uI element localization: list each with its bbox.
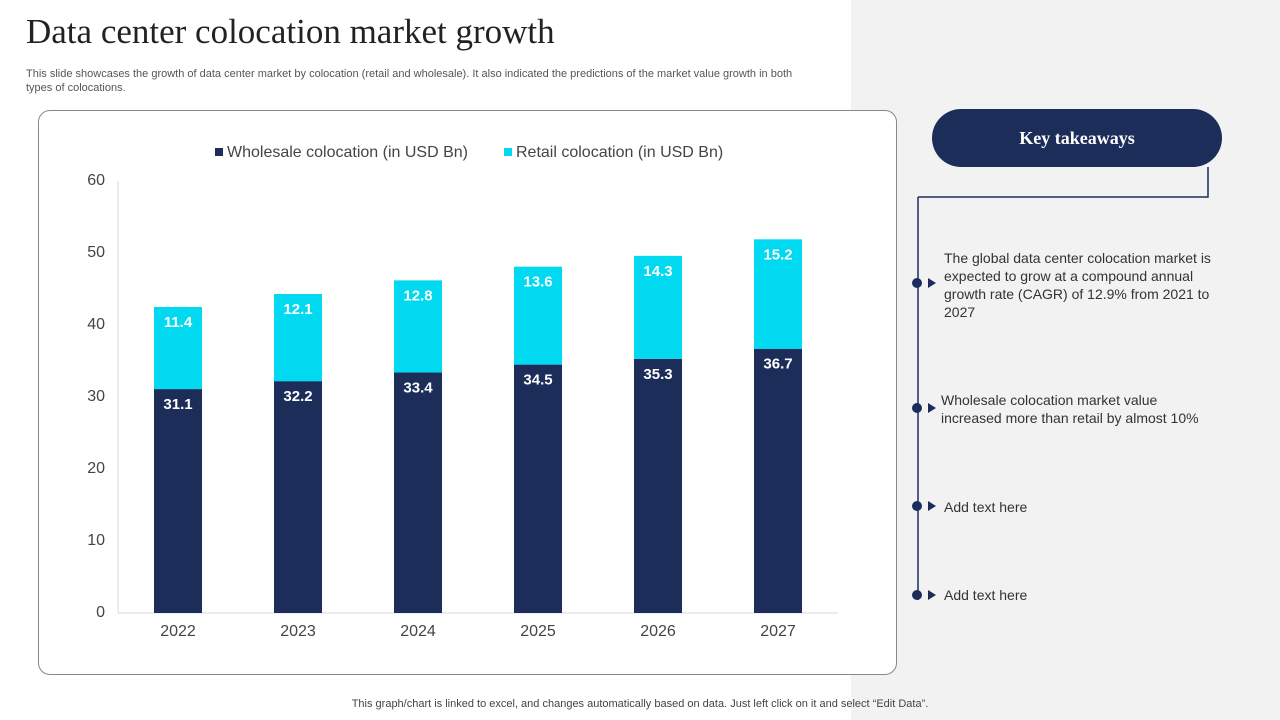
value-label: 12.8	[403, 287, 432, 304]
bar-segment	[394, 280, 442, 373]
value-label: 31.1	[163, 396, 192, 413]
bar-segment	[154, 389, 202, 613]
takeaway: Wholesale colocation market value increa…	[941, 392, 1199, 426]
y-tick-label: 50	[87, 244, 105, 261]
bar-segment	[754, 348, 802, 613]
bar-segment	[754, 239, 802, 349]
value-label: 15.2	[763, 246, 792, 263]
bar-segment	[394, 372, 442, 613]
bar-segment	[634, 358, 682, 613]
bar-segment	[274, 294, 322, 382]
takeaway: Add text here	[944, 587, 1028, 603]
x-tick-label: 2027	[760, 623, 796, 640]
x-tick-label: 2024	[400, 623, 436, 640]
y-tick-label: 0	[96, 604, 105, 621]
value-label: 34.5	[523, 372, 552, 389]
legend-label: Wholesale colocation (in USD Bn)	[227, 144, 468, 161]
legend-label: Retail colocation (in USD Bn)	[516, 144, 723, 161]
value-label: 33.4	[403, 379, 433, 396]
bar-segment	[514, 364, 562, 613]
bullet	[912, 278, 936, 288]
y-tick-label: 20	[87, 460, 105, 477]
x-tick-label: 2023	[280, 623, 316, 640]
value-label: 12.1	[283, 301, 312, 318]
takeaway: The global data center colocation market…	[944, 250, 1211, 320]
value-label: 14.3	[643, 263, 672, 280]
value-label: 36.7	[763, 356, 792, 373]
value-label: 35.3	[643, 366, 672, 383]
takeaways-title: Key takeaways	[932, 109, 1222, 167]
bar-segment	[274, 381, 322, 613]
bullet	[912, 590, 936, 600]
legend-swatch	[215, 148, 223, 156]
x-tick-label: 2025	[520, 623, 556, 640]
slide-subtitle: This slide showcases the growth of data …	[26, 68, 793, 94]
y-tick-label: 30	[87, 388, 105, 405]
bar-segment	[634, 255, 682, 359]
y-tick-label: 60	[87, 172, 105, 189]
connector	[918, 167, 1209, 198]
value-label: 11.4	[164, 314, 193, 331]
legend-swatch	[504, 148, 512, 156]
bullet	[912, 403, 936, 413]
value-label: 13.6	[523, 274, 552, 291]
slide-title: Data center colocation market growth	[26, 12, 555, 51]
y-tick-label: 10	[87, 532, 105, 549]
bar-segment	[154, 307, 202, 390]
value-label: 32.2	[283, 388, 312, 405]
y-tick-label: 40	[87, 316, 105, 333]
takeaway: Add text here	[944, 499, 1028, 515]
footer-note: This graph/chart is linked to excel, and…	[351, 698, 929, 710]
bullet	[912, 501, 936, 511]
x-tick-label: 2022	[160, 623, 196, 640]
x-tick-label: 2026	[640, 623, 676, 640]
bar-segment	[514, 266, 562, 365]
